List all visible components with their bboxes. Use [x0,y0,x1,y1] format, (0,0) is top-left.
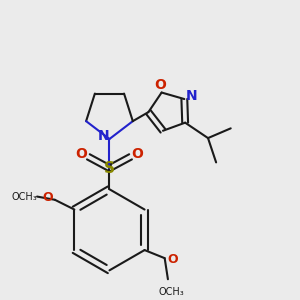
Text: O: O [42,191,53,204]
Text: N: N [186,89,197,103]
Text: N: N [98,129,109,143]
Text: O: O [132,147,144,161]
Text: OCH₃: OCH₃ [158,286,184,297]
Text: O: O [154,78,166,92]
Text: O: O [167,253,178,266]
Text: O: O [75,147,87,161]
Text: OCH₃: OCH₃ [12,192,38,202]
Text: S: S [104,161,115,176]
